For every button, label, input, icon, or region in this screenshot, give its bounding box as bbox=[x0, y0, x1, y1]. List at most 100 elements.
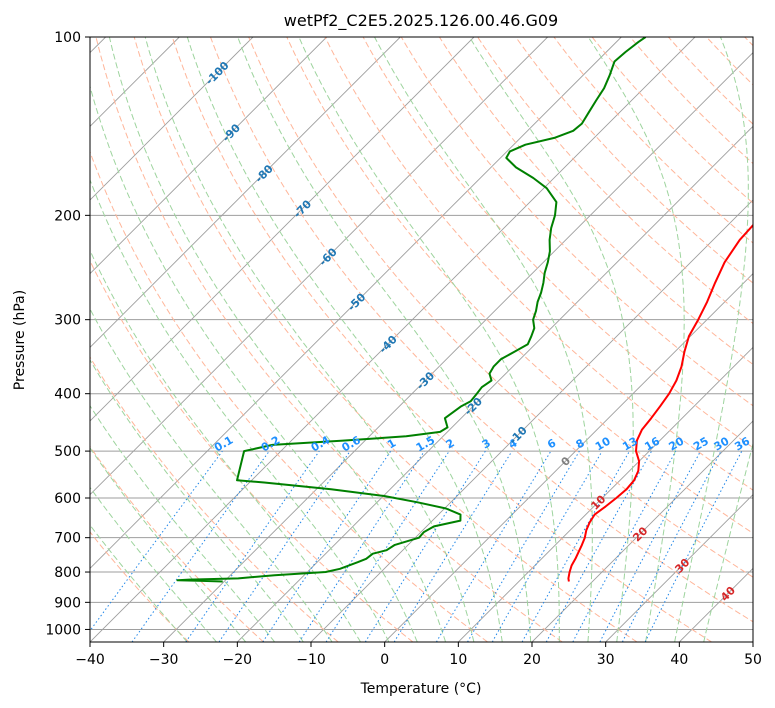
x-tick-label: 0 bbox=[380, 652, 389, 668]
isotherm--100 bbox=[90, 37, 254, 201]
mixing-ratio-line-13 bbox=[521, 450, 630, 642]
y-tick-label: 600 bbox=[54, 491, 81, 507]
mixing-ratio-label: 25 bbox=[691, 435, 711, 454]
moist-adiabat--30 bbox=[90, 524, 188, 642]
dry-adiabat--10 bbox=[90, 356, 339, 642]
isotherm-label: -80 bbox=[253, 162, 276, 185]
mixing-ratio-line-1 bbox=[262, 450, 392, 642]
x-tick-label: 10 bbox=[449, 652, 467, 668]
dry-adiabat-130 bbox=[515, 37, 753, 284]
x-axis-label: Temperature (°C) bbox=[360, 681, 482, 697]
isotherm--30 bbox=[163, 52, 753, 642]
dry-adiabat-60 bbox=[248, 37, 753, 578]
isotherm-label: 40 bbox=[718, 584, 738, 604]
isotherm-label: -40 bbox=[377, 333, 400, 356]
dry-adiabat-90 bbox=[362, 37, 753, 449]
dry-adiabat-10 bbox=[90, 150, 488, 642]
y-tick-label: 900 bbox=[54, 595, 81, 611]
sounding-curves-layer bbox=[176, 37, 753, 583]
dry-adiabat--20 bbox=[90, 445, 264, 642]
mixing-ratio-line-0.4 bbox=[185, 450, 320, 642]
mixing-ratio-label: 2 bbox=[444, 436, 457, 451]
moist-adiabat-6 bbox=[108, 37, 446, 642]
mixing-ratio-label: 8 bbox=[574, 436, 587, 451]
moist-adiabat-2 bbox=[90, 84, 418, 642]
mixing-ratio-line-20 bbox=[572, 450, 677, 642]
dewpoint-profile-line bbox=[176, 37, 647, 583]
dry-adiabat-30 bbox=[133, 37, 638, 642]
moist-adiabat-22 bbox=[298, 37, 560, 642]
y-tick-label: 400 bbox=[54, 387, 81, 403]
x-tick-label: −40 bbox=[75, 652, 105, 668]
moist-adiabat--2 bbox=[90, 178, 390, 642]
dry-adiabat-50 bbox=[210, 37, 753, 623]
isotherm--90 bbox=[90, 37, 327, 275]
moist-adiabat-10 bbox=[144, 37, 475, 642]
y-tick-label: 100 bbox=[54, 30, 81, 46]
mixing-ratio-label: 6 bbox=[545, 436, 558, 451]
moist-adiabat-38 bbox=[674, 37, 749, 642]
moist-adiabat-14 bbox=[186, 37, 503, 642]
isotherm-label: -60 bbox=[317, 245, 340, 268]
dry-adiabat-110 bbox=[438, 37, 753, 365]
moist-adiabat-18 bbox=[237, 37, 532, 642]
moist-adiabat-26 bbox=[374, 37, 593, 642]
isotherm-label: 20 bbox=[630, 524, 650, 544]
x-tick-label: 50 bbox=[744, 652, 762, 668]
isotherm-20 bbox=[531, 420, 753, 642]
dry-adiabat-120 bbox=[477, 37, 753, 325]
dry-adiabat-100 bbox=[400, 37, 753, 407]
isotherm--50 bbox=[90, 37, 622, 569]
isotherm-label: -20 bbox=[462, 395, 485, 418]
dry-adiabat-70 bbox=[286, 37, 753, 534]
mixing-ratio-label: 30 bbox=[712, 434, 732, 453]
y-tick-label: 700 bbox=[54, 531, 81, 547]
mixing-ratio-line-2 bbox=[325, 450, 450, 642]
y-tick-label: 1000 bbox=[45, 622, 81, 638]
isotherm-30 bbox=[605, 494, 753, 642]
mixing-ratio-line-16 bbox=[545, 450, 653, 642]
y-tick-label: 300 bbox=[54, 313, 81, 329]
mixing-ratio-label: 20 bbox=[667, 434, 687, 453]
dry-adiabat--30 bbox=[90, 531, 190, 642]
guide-lines-layer bbox=[90, 37, 753, 642]
x-tick-label: 30 bbox=[597, 652, 615, 668]
isotherm--80 bbox=[90, 37, 401, 348]
chart-title: wetPf2_C2E5.2025.126.00.46.G09 bbox=[284, 11, 558, 31]
mixing-ratio-line-3 bbox=[364, 450, 486, 642]
x-tick-label: 20 bbox=[523, 652, 541, 668]
dry-adiabat-160 bbox=[629, 37, 753, 165]
mixing-ratio-label: 3 bbox=[480, 436, 493, 451]
moist-adiabat--14 bbox=[90, 358, 304, 642]
moist-adiabat--18 bbox=[90, 404, 275, 642]
mixing-ratio-line-6 bbox=[435, 450, 552, 642]
y-tick-label: 800 bbox=[54, 565, 81, 581]
isotherm-label: 0 bbox=[559, 454, 574, 469]
isotherm-label: -30 bbox=[414, 369, 437, 392]
dry-adiabat-170 bbox=[668, 37, 753, 125]
isotherm--60 bbox=[90, 37, 548, 496]
mixing-ratio-label: 1 bbox=[385, 436, 398, 451]
isotherm--20 bbox=[237, 125, 753, 642]
isotherm-label: -90 bbox=[220, 121, 243, 144]
plot-frame bbox=[89, 36, 754, 643]
mixing-ratio-label: 36 bbox=[732, 434, 752, 453]
isotherm-label: -50 bbox=[345, 290, 368, 313]
dry-adiabat-140 bbox=[553, 37, 753, 244]
x-tick-label: 40 bbox=[670, 652, 688, 668]
mixing-ratio-line-0.1 bbox=[90, 450, 223, 632]
mixing-ratio-line-4 bbox=[393, 450, 513, 642]
mixing-ratio-line-8 bbox=[467, 450, 580, 642]
y-tick-label: 500 bbox=[54, 444, 81, 460]
mixing-ratio-line-10 bbox=[491, 450, 603, 642]
y-axis-label: Pressure (hPa) bbox=[12, 290, 28, 390]
mixing-ratio-line-1.5 bbox=[298, 450, 425, 642]
x-tick-label: −20 bbox=[223, 652, 253, 668]
x-tick-label: −30 bbox=[149, 652, 179, 668]
moist-adiabat-30 bbox=[469, 37, 634, 642]
y-tick-label: 200 bbox=[54, 208, 81, 224]
dry-adiabat-80 bbox=[324, 37, 753, 491]
moist-adiabat--26 bbox=[90, 486, 217, 642]
moist-adiabat-34 bbox=[587, 37, 685, 642]
isotherm-label: 30 bbox=[672, 556, 692, 576]
